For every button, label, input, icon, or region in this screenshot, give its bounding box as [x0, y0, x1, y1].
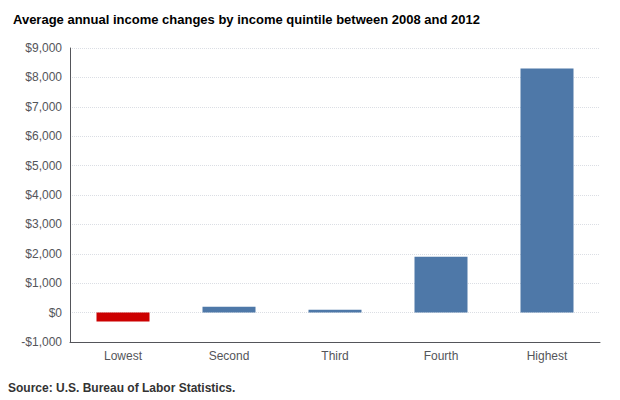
svg-text:Third: Third [321, 349, 348, 363]
svg-text:$4,000: $4,000 [25, 188, 62, 202]
svg-text:$6,000: $6,000 [25, 129, 62, 143]
svg-text:Average annual income changes: Average annual income changes by income … [13, 12, 480, 27]
svg-text:$1,000: $1,000 [25, 276, 62, 290]
svg-text:$5,000: $5,000 [25, 159, 62, 173]
svg-text:$2,000: $2,000 [25, 247, 62, 261]
svg-text:-$1,000: -$1,000 [21, 335, 62, 349]
svg-text:Highest: Highest [527, 349, 568, 363]
svg-text:Second: Second [209, 349, 250, 363]
svg-text:Fourth: Fourth [424, 349, 459, 363]
svg-text:$7,000: $7,000 [25, 100, 62, 114]
svg-text:Lowest: Lowest [104, 349, 143, 363]
svg-text:Source: U.S. Bureau of Labor S: Source: U.S. Bureau of Labor Statistics. [8, 381, 235, 395]
svg-text:$3,000: $3,000 [25, 217, 62, 231]
svg-text:$8,000: $8,000 [25, 70, 62, 84]
svg-text:$9,000: $9,000 [25, 41, 62, 55]
svg-text:$0: $0 [49, 306, 63, 320]
